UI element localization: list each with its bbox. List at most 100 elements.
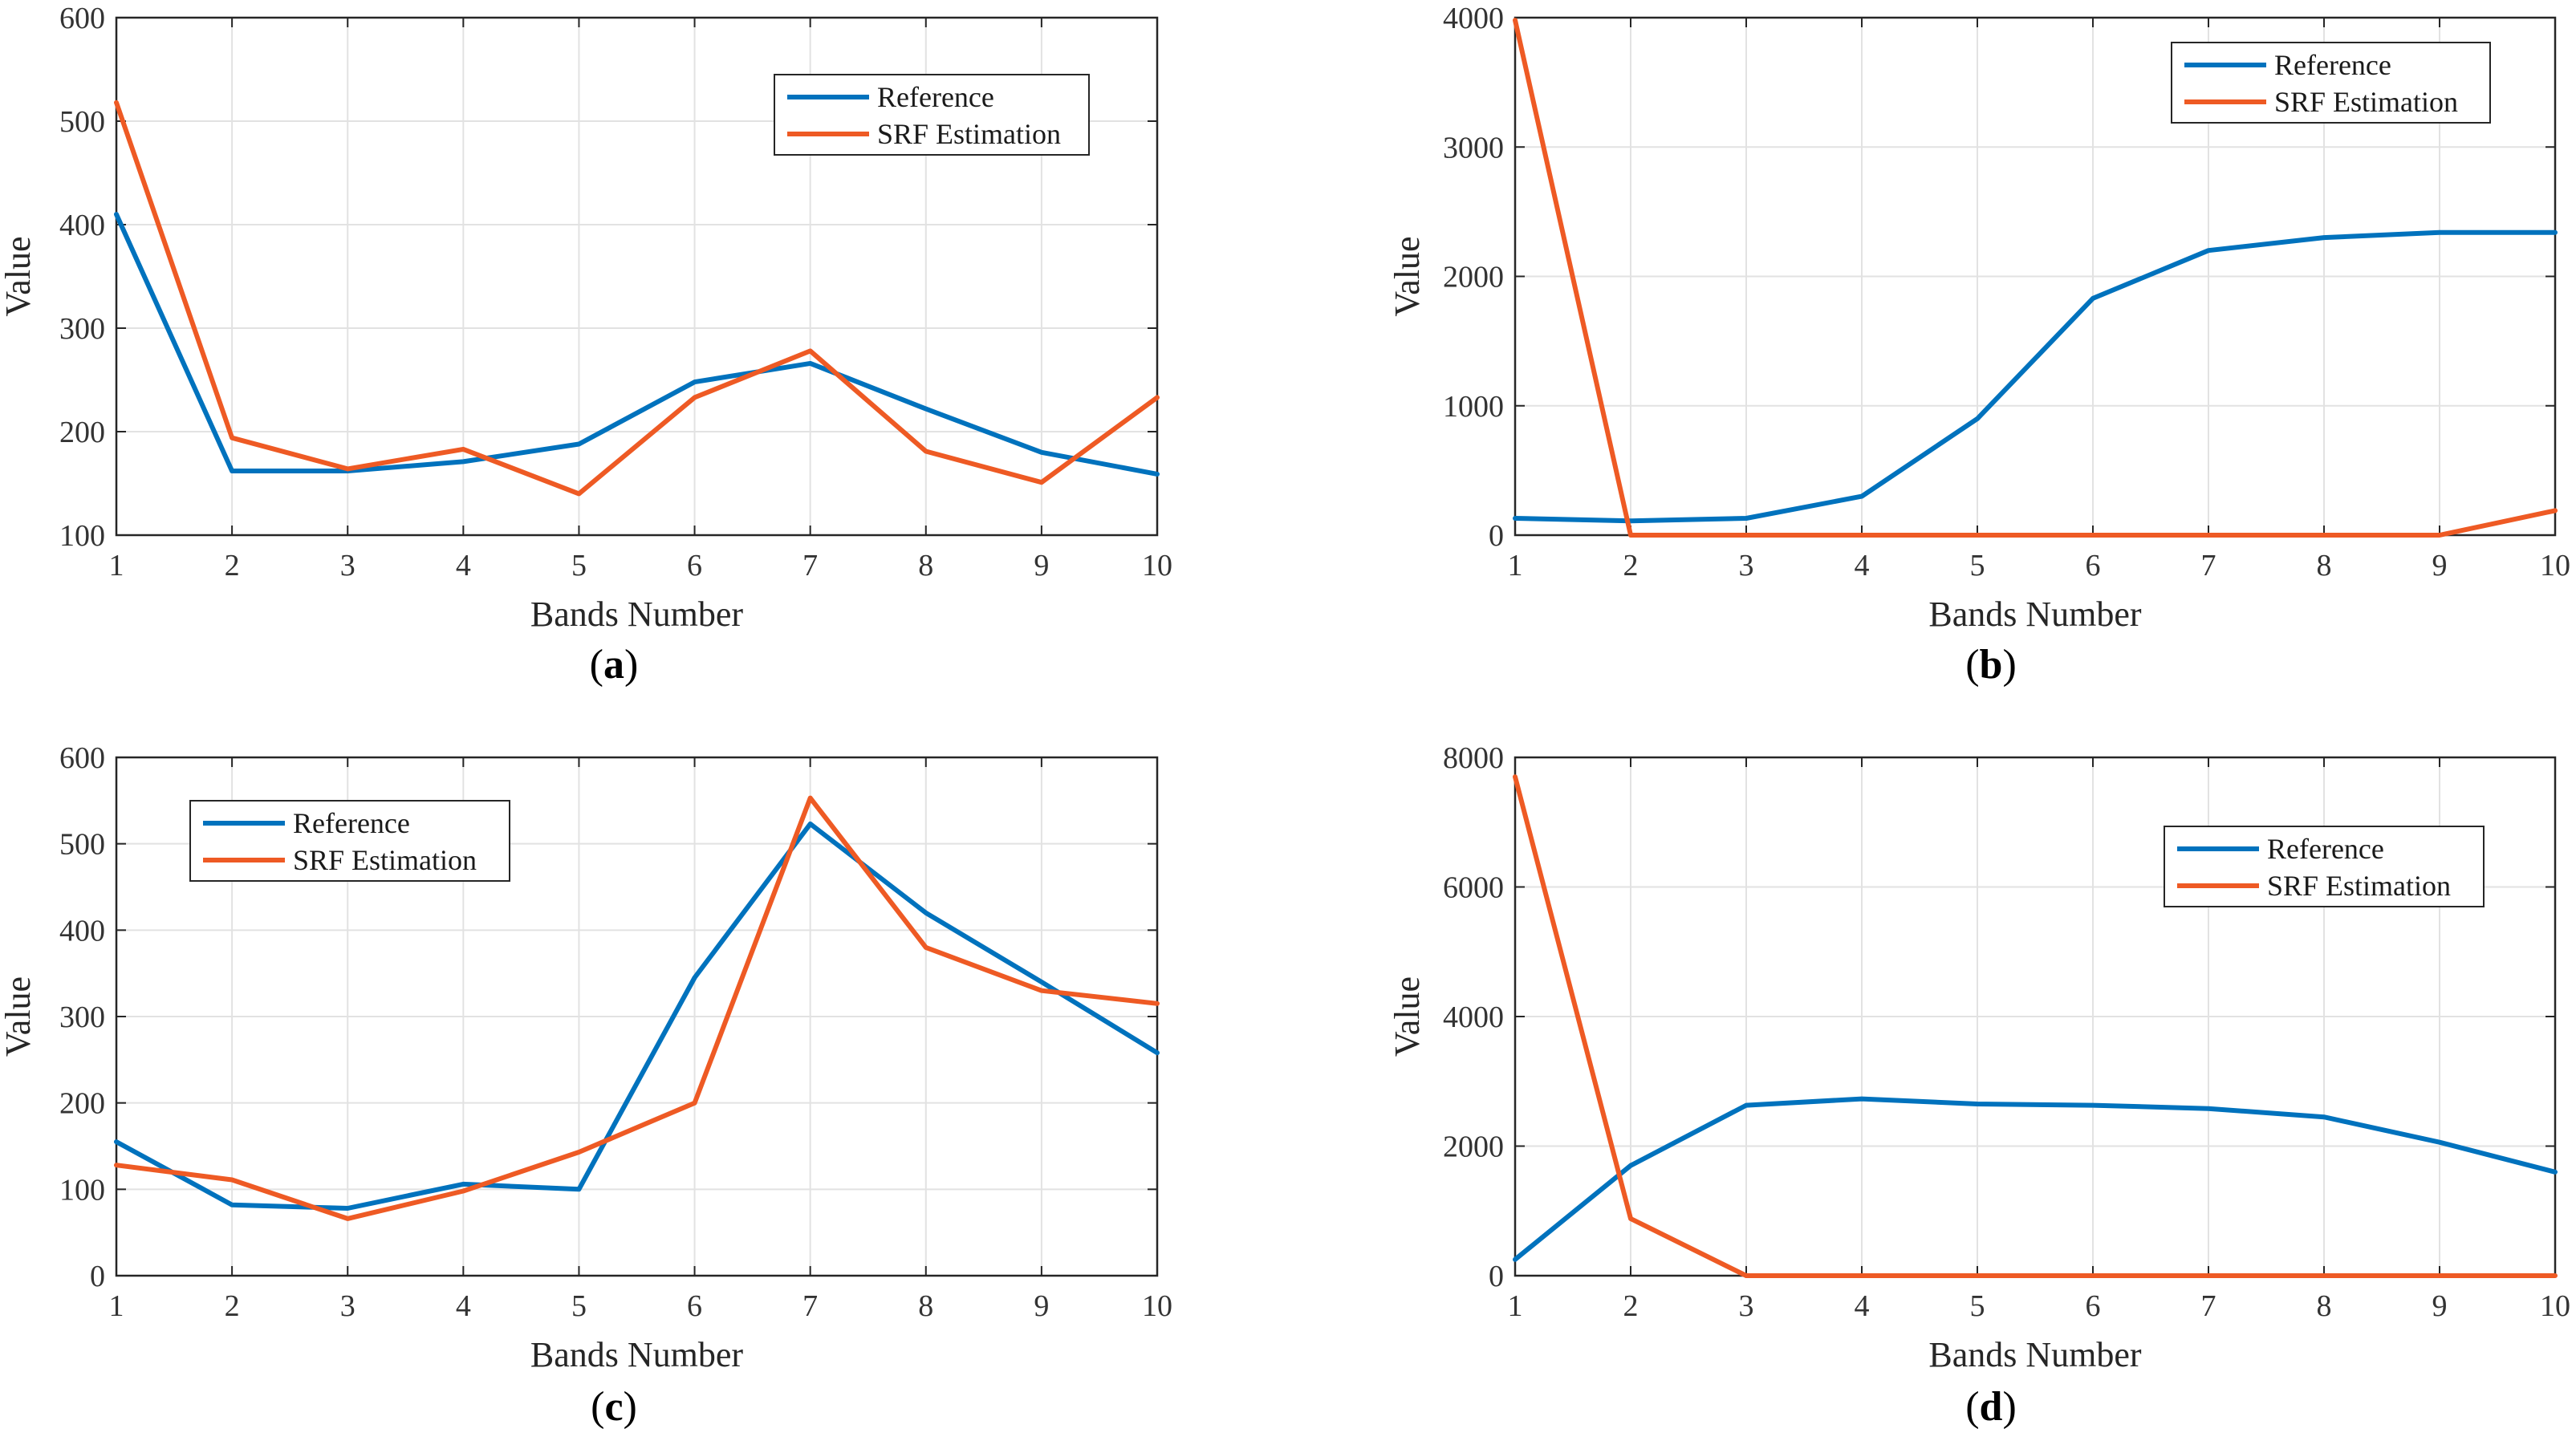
y-tick-label: 2000: [1443, 1130, 1504, 1164]
legend-label: SRF Estimation: [293, 844, 477, 876]
x-axis-label: Bands Number: [1928, 595, 2142, 634]
y-tick-label: 3000: [1443, 131, 1504, 164]
x-tick-label: 5: [1970, 549, 1985, 582]
y-axis-label: Value: [1388, 976, 1427, 1057]
x-tick-label: 1: [109, 1289, 124, 1323]
y-tick-label: 300: [59, 1000, 105, 1034]
caption-close: ): [2002, 1384, 2016, 1430]
panel-caption: (c): [591, 1384, 637, 1430]
x-tick-label: 9: [2432, 1289, 2448, 1323]
caption-open: (: [591, 1384, 604, 1430]
x-tick-label: 9: [1034, 1289, 1049, 1323]
y-tick-label: 100: [59, 519, 105, 553]
x-tick-label: 1: [1508, 549, 1523, 582]
chart-panel-a: 1 2 3 4 5 6 7 8 9 10 100 200 300 400 500 600 Bands Numbe…: [0, 2, 1172, 688]
legend-label: SRF Estimation: [2267, 870, 2451, 902]
y-tick-label: 600: [59, 2, 105, 35]
series-line-srf-estimation: [114, 99, 1160, 497]
x-tick-label: 3: [340, 549, 356, 582]
x-tick-label: 7: [2201, 1289, 2216, 1323]
panel-caption: (b): [1965, 642, 2017, 688]
y-axis-label: Value: [0, 236, 38, 316]
x-tick-label: 1: [109, 549, 124, 582]
y-tick-label: 2000: [1443, 261, 1504, 294]
chart-panel-b: 1 2 3 4 5 6 7 8 9 10 0 1000 2000 3000 4000 Bands Number…: [1388, 2, 2570, 688]
legend-label: Reference: [2274, 49, 2391, 81]
x-tick-label: 6: [687, 1289, 702, 1323]
series-line-srf-estimation: [1513, 18, 2558, 538]
x-tick-label: 7: [802, 1289, 818, 1323]
y-tick-label: 600: [59, 741, 105, 775]
x-tick-label: 3: [1739, 1289, 1754, 1323]
x-tick-label: 4: [1855, 1289, 1870, 1323]
legend-label: Reference: [877, 81, 994, 113]
panel-caption: (a): [590, 642, 639, 688]
x-axis-label: Bands Number: [530, 595, 744, 634]
legend-label: Reference: [293, 807, 410, 839]
caption-close: ): [624, 1384, 637, 1430]
caption-letter: d: [1980, 1384, 2003, 1430]
x-tick-label: 10: [2540, 1289, 2570, 1323]
y-tick-label: 100: [59, 1173, 105, 1207]
y-tick-label: 400: [59, 209, 105, 242]
series-line-reference: [114, 821, 1160, 1211]
x-tick-label: 2: [1623, 1289, 1639, 1323]
x-tick-label: 8: [2317, 549, 2332, 582]
series-line-reference: [114, 212, 1160, 477]
y-tick-label: 0: [1489, 519, 1504, 553]
caption-open: (: [590, 642, 603, 688]
x-tick-label: 5: [1970, 1289, 1985, 1323]
legend: Reference SRF Estimation: [189, 800, 510, 882]
y-tick-label: 500: [59, 105, 105, 139]
y-tick-label: 400: [59, 914, 105, 948]
x-tick-label: 2: [225, 549, 240, 582]
x-tick-label: 5: [571, 1289, 587, 1323]
legend-box: [2171, 42, 2491, 124]
y-tick-label: 8000: [1443, 741, 1504, 775]
y-tick-label: 200: [59, 1087, 105, 1121]
x-tick-label: 8: [918, 1289, 933, 1323]
caption-letter: c: [604, 1384, 623, 1430]
legend: Reference SRF Estimation: [774, 74, 1090, 156]
y-tick-label: 300: [59, 312, 105, 346]
x-tick-label: 2: [1623, 549, 1639, 582]
series-line-reference: [1513, 1096, 2558, 1262]
x-tick-label: 4: [456, 1289, 471, 1323]
x-axis-label: Bands Number: [1928, 1335, 2142, 1374]
x-tick-label: 6: [2086, 1289, 2101, 1323]
x-tick-label: 8: [918, 549, 933, 582]
y-tick-label: 200: [59, 416, 105, 449]
y-tick-label: 500: [59, 828, 105, 862]
caption-open: (: [1965, 1384, 1979, 1430]
y-axis-label: Value: [0, 976, 38, 1057]
plot-frame: [115, 16, 1159, 537]
x-tick-label: 8: [2317, 1289, 2332, 1323]
x-tick-label: 3: [1739, 549, 1754, 582]
x-tick-label: 1: [1508, 1289, 1523, 1323]
legend: Reference SRF Estimation: [2164, 826, 2485, 907]
x-tick-label: 10: [1142, 1289, 1172, 1323]
series-line-srf-estimation: [1513, 774, 2558, 1278]
legend-box: [2164, 826, 2485, 907]
x-tick-label: 4: [1855, 549, 1870, 582]
x-tick-label: 4: [456, 549, 471, 582]
legend-label: SRF Estimation: [877, 118, 1061, 150]
caption-letter: a: [603, 642, 624, 688]
y-tick-label: 0: [90, 1260, 105, 1293]
legend-box: [774, 74, 1090, 156]
x-tick-label: 6: [2086, 549, 2101, 582]
series-line-srf-estimation: [114, 795, 1160, 1221]
x-tick-label: 7: [2201, 549, 2216, 582]
y-tick-label: 4000: [1443, 2, 1504, 35]
chart-panel-d: 1 2 3 4 5 6 7 8 9 10 0 2000 4000 6000 8000 Bands Number…: [1388, 741, 2570, 1430]
caption-open: (: [1965, 642, 1979, 688]
y-axis-label: Value: [1388, 236, 1427, 316]
legend-box: [189, 800, 510, 882]
x-tick-label: 10: [2540, 549, 2570, 582]
x-axis-label: Bands Number: [530, 1335, 744, 1374]
caption-close: ): [2002, 642, 2016, 688]
x-tick-label: 6: [687, 549, 702, 582]
x-tick-label: 5: [571, 549, 587, 582]
